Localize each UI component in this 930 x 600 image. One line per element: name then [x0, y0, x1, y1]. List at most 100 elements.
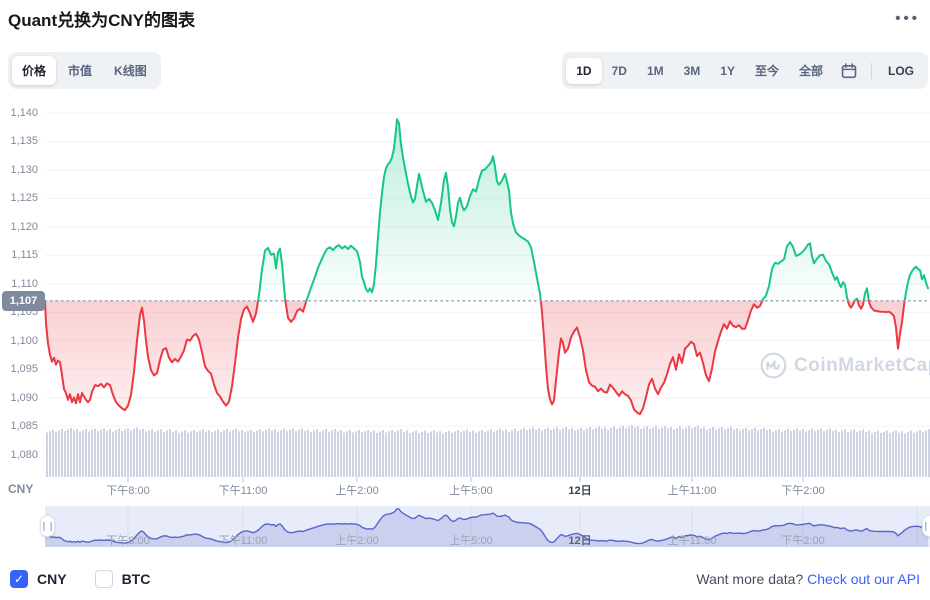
volume-bar: [205, 431, 207, 477]
volume-bar: [496, 430, 498, 477]
volume-bar: [562, 428, 564, 477]
currency-toggles: ✓ CNY BTC: [10, 570, 178, 588]
volume-bar: [262, 431, 264, 477]
volume-bar: [730, 426, 732, 477]
volume-bar: [463, 430, 465, 477]
volume-bar: [481, 429, 483, 477]
volume-bar: [697, 425, 699, 477]
volume-bar: [685, 427, 687, 477]
volume-bar: [67, 429, 69, 477]
volume-bar: [289, 429, 291, 477]
volume-bar: [526, 430, 528, 477]
volume-bar: [601, 428, 603, 477]
volume-bar: [340, 430, 342, 477]
volume-bar: [811, 428, 813, 477]
y-axis-label: 1,135: [10, 135, 38, 148]
api-link[interactable]: Check out our API: [807, 571, 920, 587]
more-options-icon[interactable]: •••: [895, 10, 920, 27]
volume-bar: [376, 432, 378, 477]
volume-bar: [607, 429, 609, 477]
volume-bar: [199, 430, 201, 477]
calendar-button[interactable]: [833, 59, 865, 83]
currency-toggle-btc[interactable]: BTC: [94, 570, 150, 588]
chart-type-tab-marketcap[interactable]: 市值: [68, 64, 93, 78]
volume-bar: [520, 429, 522, 477]
range-tab-1m[interactable]: 1M: [646, 63, 664, 78]
chart-type-tab-candlestick[interactable]: K线图: [114, 64, 147, 78]
range-tab-ytd[interactable]: 至今: [754, 64, 779, 78]
volume-bar: [880, 432, 882, 477]
volume-bar: [688, 425, 690, 477]
volume-bar: [181, 431, 183, 477]
volume-bar: [511, 430, 513, 477]
checked-checkbox-icon[interactable]: ✓: [10, 570, 28, 588]
volume-bar: [622, 425, 624, 477]
volume-bar: [538, 428, 540, 477]
range-separator: [871, 62, 872, 79]
volume-bar: [397, 430, 399, 477]
chart-type-tab-price[interactable]: 价格: [12, 56, 57, 85]
price-line-segment: [856, 299, 865, 310]
volume-bar: [208, 430, 210, 477]
unchecked-checkbox-icon[interactable]: [94, 570, 113, 588]
currency-toggle-cny[interactable]: ✓ CNY: [10, 570, 67, 588]
navigator-left-handle[interactable]: ❙❙: [40, 515, 55, 537]
volume-bar: [658, 428, 660, 477]
volume-bar: [160, 429, 162, 477]
price-area-fill: [868, 300, 905, 349]
price-area-fill: [306, 119, 541, 301]
volume-bar: [454, 431, 456, 477]
price-line-segment: [305, 118, 542, 302]
volume-bar: [787, 428, 789, 477]
volume-bar: [367, 429, 369, 477]
volume-bar: [667, 428, 669, 477]
volume-bar: [136, 427, 138, 477]
volume-bar: [88, 431, 90, 477]
volume-bar: [103, 428, 105, 477]
volume-bar: [49, 431, 51, 477]
volume-bar: [73, 430, 75, 477]
y-axis-unit-label: CNY: [8, 482, 34, 496]
volume-bar: [196, 432, 198, 477]
volume-bar: [301, 428, 303, 477]
volume-bar: [442, 433, 444, 477]
volume-bar: [517, 431, 519, 477]
volume-bar: [646, 426, 648, 477]
range-tab-1d[interactable]: 1D: [566, 57, 602, 84]
volume-bar: [226, 428, 228, 477]
volume-bar: [652, 427, 654, 477]
range-tab-1y[interactable]: 1Y: [720, 63, 735, 78]
navigator-track[interactable]: [45, 506, 930, 547]
volume-bar: [751, 429, 753, 477]
navigator-right-handle[interactable]: ❙❙: [922, 515, 930, 537]
volume-bar: [97, 431, 99, 477]
y-axis-label: 1,140: [10, 107, 38, 119]
range-tab-all[interactable]: 全部: [798, 64, 823, 78]
volume-bar: [832, 430, 834, 477]
volume-bar: [109, 429, 111, 477]
volume-bar: [133, 428, 135, 477]
volume-bar: [544, 428, 546, 477]
volume-bar: [715, 429, 717, 477]
volume-bar: [775, 430, 777, 477]
volume-bar: [121, 430, 123, 477]
x-axis-label: 上午5:00: [449, 485, 493, 497]
volume-bar: [748, 430, 750, 477]
volume-bar: [793, 429, 795, 477]
range-tab-3m[interactable]: 3M: [683, 63, 701, 78]
volume-bar: [379, 431, 381, 477]
volume-bar: [421, 431, 423, 477]
volume-bar: [403, 431, 405, 477]
range-tab-7d[interactable]: 7D: [611, 63, 627, 78]
volume-bar: [901, 431, 903, 477]
volume-bar: [826, 429, 828, 477]
volume-bar: [823, 430, 825, 477]
volume-bar: [184, 430, 186, 477]
log-scale-button[interactable]: LOG: [888, 63, 914, 78]
volume-bar: [172, 431, 174, 477]
volume-bar: [808, 430, 810, 477]
x-axis-label: 上午2:00: [335, 485, 379, 497]
volume-bar: [550, 429, 552, 477]
